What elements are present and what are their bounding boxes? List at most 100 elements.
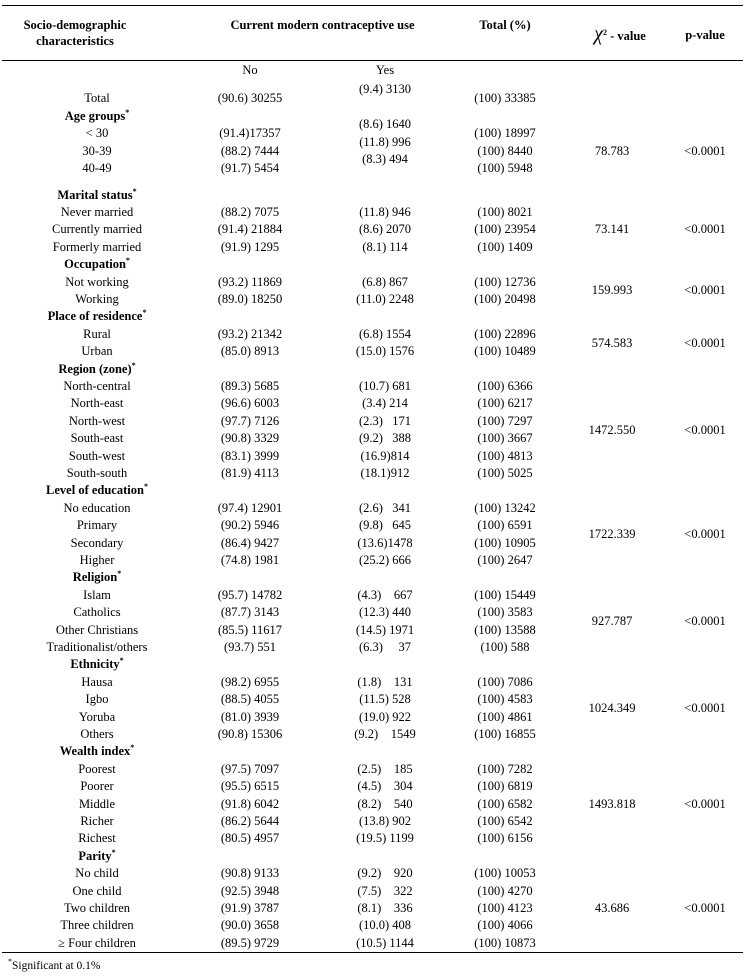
row-no: (89.5) 9729: [220, 935, 280, 950]
p-value: <0.0001: [684, 700, 726, 715]
row-yes: (11.0) 2248: [356, 292, 414, 306]
group-name: Religion: [72, 570, 118, 585]
chi-symbol: χ: [594, 23, 603, 45]
row-total: (100) 10873: [474, 935, 536, 950]
header-characteristics: Socio-demographic characteristics: [23, 18, 127, 48]
row-no: (91.4)17357: [219, 126, 281, 141]
row-yes: (15.0) 1576: [355, 344, 415, 359]
row-total: (100) 7297: [477, 413, 533, 428]
row-total: (100) 4123: [477, 901, 533, 915]
row-no: (95.7) 14782: [217, 587, 283, 602]
row-no: (85.5) 11617: [217, 622, 283, 637]
row-yes: (13.6)1478: [357, 535, 413, 550]
footnote-text: Significant at 0.1%: [12, 960, 101, 972]
significance-mark: *: [131, 360, 136, 370]
group-heading: Religion*: [73, 569, 121, 586]
row-yes: (14.5) 1971: [355, 622, 415, 637]
group-name: Parity: [78, 848, 112, 863]
row-yes: (11.8) 946: [359, 205, 411, 219]
row-no: (89.3) 5685: [220, 379, 280, 393]
row-yes: (16.9)814: [360, 448, 410, 463]
row-no: (91.4) 21884: [217, 222, 283, 237]
row-no: (92.5) 3948: [220, 883, 280, 898]
row-total: (100) 8440: [477, 143, 533, 158]
row-yes: (11.8) 996: [359, 134, 411, 149]
group-heading: Region (zone)*: [58, 361, 135, 378]
row-no: (90.8) 15306: [217, 727, 283, 741]
chi-square-value: 73.141: [594, 222, 630, 237]
p-value: <0.0001: [684, 526, 726, 541]
row-yes: (19.5) 1199: [356, 831, 414, 846]
row-label: Higher: [79, 553, 115, 567]
row-yes: (25.2) 666: [358, 553, 412, 567]
row-label: Traditionalist/others: [46, 640, 148, 654]
row-total: (100) 6819: [477, 779, 533, 794]
p-value: <0.0001: [684, 901, 726, 915]
row-label: Currently married: [52, 222, 142, 237]
row-total: (100) 5025: [477, 466, 533, 480]
row-total: (100) 4583: [477, 692, 533, 707]
row-no: (97.5) 7097: [220, 761, 280, 776]
group-name: Place of residence: [47, 309, 143, 324]
header-chi-square: χ2 - value: [570, 23, 670, 45]
row-total: (100) 3583: [477, 605, 533, 620]
subheader-no: No: [242, 63, 258, 77]
significance-mark: *: [117, 569, 122, 579]
row-total: (100) 23954: [474, 222, 536, 237]
row-total: (100) 3667: [477, 431, 533, 446]
row-label: 30-39: [82, 143, 112, 158]
row-label: No education: [63, 500, 131, 515]
group-name: Occupation: [64, 257, 126, 272]
row-yes: (10.7) 681: [358, 379, 412, 393]
row-label: Hausa: [81, 674, 113, 689]
row-label: Catholics: [73, 605, 121, 620]
row-total: (100) 10905: [474, 535, 536, 550]
row-yes: (9.2) 920: [357, 866, 413, 881]
row-total: (100) 4270: [477, 883, 533, 898]
row-label: Other Christians: [55, 622, 139, 637]
row-no: (85.0) 8913: [220, 344, 280, 359]
row-total: (100) 6582: [477, 796, 533, 811]
row-yes: (2.5) 185: [357, 761, 413, 776]
chi-square-value: 43.686: [594, 901, 630, 915]
p-value: <0.0001: [684, 613, 726, 628]
row-no: (80.5) 4957: [220, 831, 280, 846]
group-name: Ethnicity: [70, 657, 120, 672]
row-no: (91.7) 5454: [220, 161, 280, 176]
chi-square-value: 1722.339: [588, 526, 636, 541]
row-yes: (6.3) 37: [358, 640, 412, 654]
group-heading: Ethnicity*: [70, 656, 123, 673]
p-value: <0.0001: [684, 283, 726, 298]
chi-square-value: 927.787: [591, 613, 633, 628]
row-label: Formerly married: [52, 239, 142, 254]
row-total: (100) 6366: [477, 379, 533, 393]
header-contraceptive-use: Current modern contraceptive use: [230, 18, 415, 32]
group-name: Marital status: [57, 187, 133, 202]
row-total: (100) 4861: [477, 709, 533, 724]
row-total: (100) 12736: [474, 274, 536, 289]
row-label: Primary: [76, 518, 118, 533]
row-total: (100) 6591: [477, 518, 533, 533]
row-label: Igbo: [85, 692, 109, 707]
p-value: <0.0001: [684, 335, 726, 350]
row-label: Yoruba: [78, 709, 116, 724]
row-yes: (8.1) 336: [357, 901, 413, 915]
row-yes: (3.4) 214: [362, 396, 408, 411]
row-total: (100) 6217: [477, 396, 533, 411]
row-no: (90.0) 3658: [220, 918, 280, 933]
chi-label: - value: [606, 29, 646, 43]
group-heading: Parity*: [78, 848, 115, 865]
row-label: One child: [72, 883, 122, 898]
chi-square-value: 1493.818: [588, 796, 636, 811]
row-yes: (9.2) 388: [358, 431, 412, 446]
row-yes: (19.0) 922: [358, 709, 412, 724]
row-label: Islam: [83, 587, 111, 602]
row-label: Working: [75, 292, 119, 306]
row-total: (100) 18997: [474, 126, 536, 141]
row-label: South-south: [66, 466, 128, 480]
row-label: Not working: [65, 274, 129, 289]
significance-mark: *: [142, 308, 147, 318]
row-label: Never married: [60, 205, 134, 219]
total-no: (90.6) 30255: [217, 91, 283, 105]
row-label: Middle: [78, 796, 116, 811]
